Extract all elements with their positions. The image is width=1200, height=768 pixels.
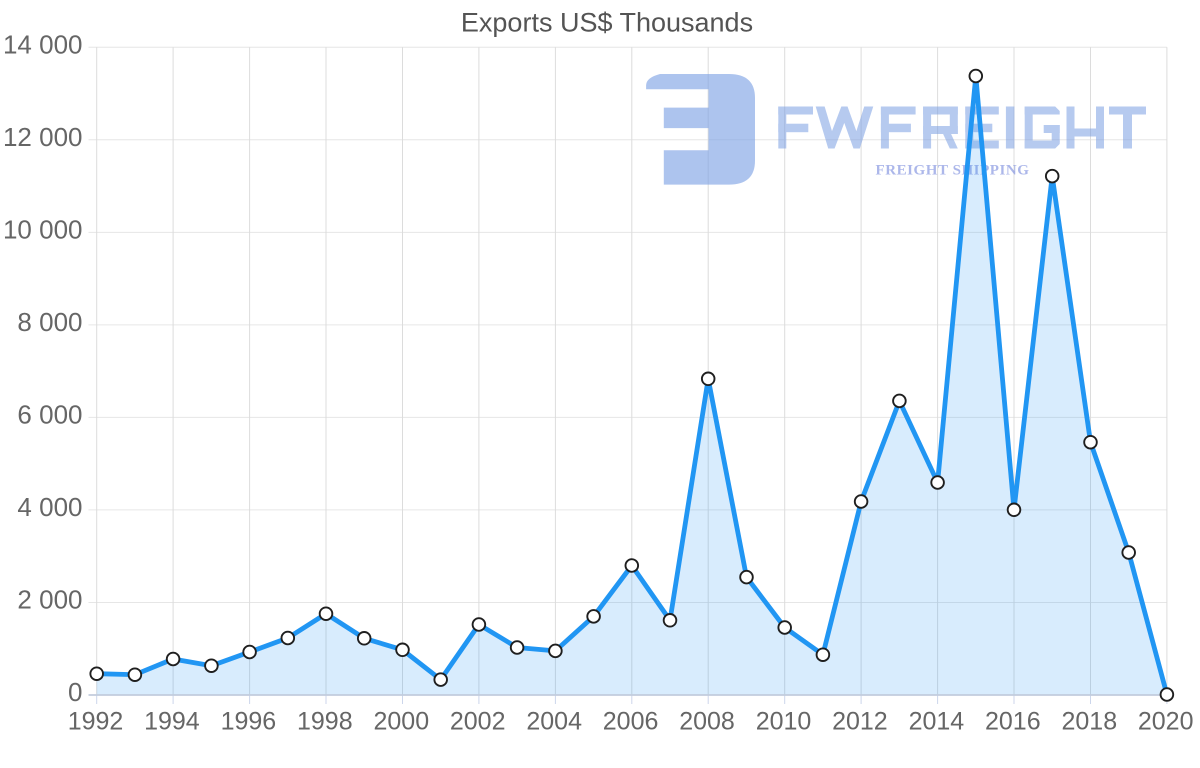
svg-text:2016: 2016 bbox=[985, 708, 1041, 736]
svg-text:14 000: 14 000 bbox=[3, 30, 83, 60]
svg-text:1992: 1992 bbox=[68, 708, 124, 736]
svg-text:1998: 1998 bbox=[297, 708, 353, 736]
svg-text:2014: 2014 bbox=[909, 708, 965, 736]
svg-text:2 000: 2 000 bbox=[17, 585, 82, 615]
svg-text:FREIGHT SHIPPING: FREIGHT SHIPPING bbox=[876, 163, 1030, 179]
svg-text:Exports US$ Thousands: Exports US$ Thousands bbox=[461, 8, 753, 38]
svg-text:2020: 2020 bbox=[1138, 708, 1194, 736]
svg-text:1996: 1996 bbox=[221, 708, 277, 736]
svg-text:1994: 1994 bbox=[144, 708, 200, 736]
svg-text:2004: 2004 bbox=[526, 708, 582, 736]
svg-text:2018: 2018 bbox=[1061, 708, 1117, 736]
svg-text:2006: 2006 bbox=[603, 708, 659, 736]
svg-text:0: 0 bbox=[68, 677, 82, 707]
svg-text:2002: 2002 bbox=[450, 708, 506, 736]
svg-text:2012: 2012 bbox=[832, 708, 888, 736]
svg-text:2010: 2010 bbox=[756, 708, 812, 736]
svg-text:4 000: 4 000 bbox=[17, 492, 82, 522]
svg-text:10 000: 10 000 bbox=[3, 215, 83, 245]
svg-text:2000: 2000 bbox=[373, 708, 429, 736]
svg-text:8 000: 8 000 bbox=[17, 307, 82, 337]
svg-text:12 000: 12 000 bbox=[3, 122, 83, 152]
svg-text:2008: 2008 bbox=[679, 708, 735, 736]
svg-text:6 000: 6 000 bbox=[17, 400, 82, 430]
